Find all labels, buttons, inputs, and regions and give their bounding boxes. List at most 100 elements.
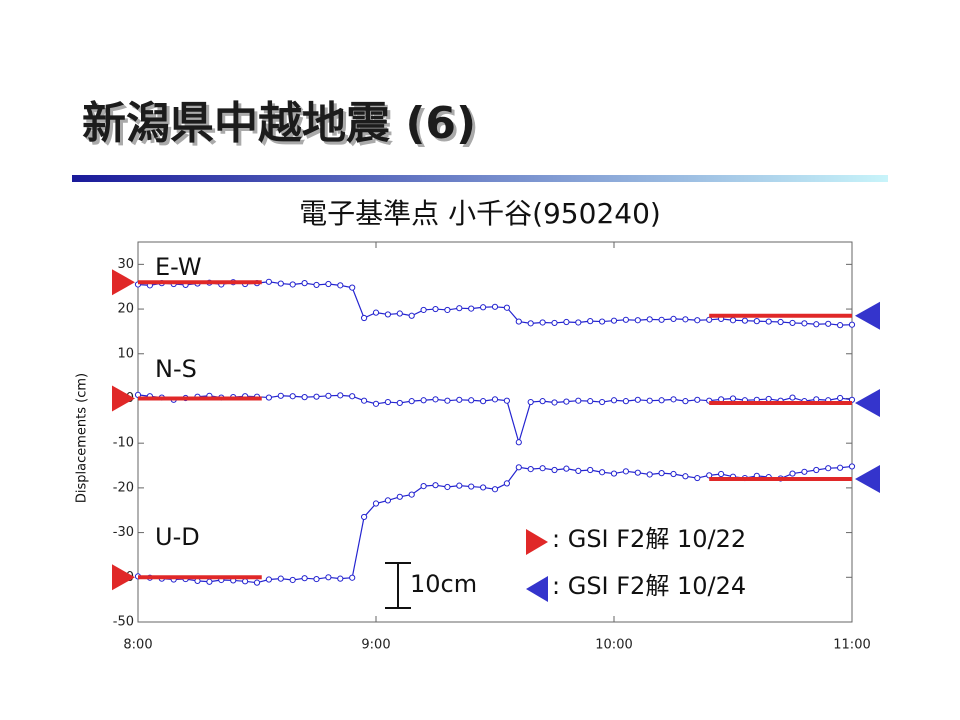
legend-label: : GSI F2解 10/22 bbox=[552, 525, 746, 553]
data-point bbox=[515, 318, 522, 325]
data-point bbox=[801, 468, 808, 475]
data-point bbox=[396, 310, 403, 317]
x-tick-label: 10:00 bbox=[595, 638, 632, 653]
data-point bbox=[337, 575, 344, 582]
data-point bbox=[337, 392, 344, 399]
data-point bbox=[491, 303, 499, 310]
data-point bbox=[706, 316, 713, 323]
y-tick-label: -30 bbox=[113, 525, 134, 540]
data-point bbox=[468, 483, 475, 490]
y-tick-label: 10 bbox=[117, 346, 134, 361]
data-point bbox=[503, 304, 510, 311]
slide-title-shadow: 新潟県中越地震 (6) bbox=[85, 101, 479, 152]
data-point bbox=[503, 397, 510, 404]
data-point bbox=[384, 311, 391, 318]
legend-marker bbox=[526, 576, 548, 602]
data-point bbox=[289, 576, 296, 584]
data-point bbox=[361, 397, 368, 404]
data-point bbox=[610, 397, 618, 404]
data-point bbox=[289, 281, 296, 288]
data-point bbox=[682, 473, 689, 480]
scale-label: 10cm bbox=[410, 570, 477, 598]
data-point bbox=[468, 305, 475, 312]
x-tick-label: 11:00 bbox=[833, 638, 870, 653]
data-point bbox=[265, 576, 272, 583]
data-point bbox=[587, 466, 594, 474]
data-point bbox=[551, 319, 558, 327]
data-point bbox=[349, 284, 356, 291]
data-point bbox=[313, 393, 320, 400]
x-tick-label: 9:00 bbox=[361, 638, 390, 653]
data-point bbox=[634, 317, 641, 324]
data-point bbox=[825, 465, 832, 472]
data-point bbox=[456, 482, 463, 489]
data-point bbox=[599, 398, 606, 406]
data-point bbox=[289, 393, 296, 400]
data-point bbox=[277, 392, 284, 399]
y-tick-label: 30 bbox=[117, 257, 134, 272]
data-point bbox=[372, 400, 380, 407]
data-point bbox=[301, 575, 308, 582]
reference-marker bbox=[855, 464, 880, 493]
reference-marker bbox=[112, 385, 135, 412]
data-point bbox=[361, 513, 368, 521]
data-point bbox=[670, 315, 677, 322]
data-point bbox=[563, 398, 570, 405]
chart-title: 電子基準点 小千谷(950240) bbox=[299, 197, 661, 230]
data-point bbox=[563, 318, 570, 326]
data-point bbox=[456, 396, 463, 403]
data-point bbox=[432, 482, 439, 489]
data-point bbox=[622, 468, 630, 475]
data-point bbox=[575, 397, 582, 404]
data-point bbox=[646, 397, 653, 404]
data-point bbox=[682, 398, 689, 405]
data-point bbox=[491, 396, 499, 403]
slide-title: 新潟県中越地震 (6) bbox=[82, 98, 476, 149]
data-point bbox=[801, 320, 808, 327]
data-point bbox=[622, 398, 630, 405]
data-point bbox=[789, 319, 796, 327]
data-point bbox=[325, 574, 332, 581]
data-point bbox=[539, 398, 546, 405]
data-point bbox=[658, 316, 665, 323]
data-point bbox=[610, 470, 618, 477]
data-point bbox=[551, 399, 558, 406]
data-point bbox=[444, 306, 451, 314]
data-point bbox=[634, 469, 641, 476]
data-point bbox=[729, 395, 737, 402]
data-point bbox=[408, 398, 415, 405]
data-point bbox=[646, 316, 653, 323]
data-point bbox=[384, 398, 391, 406]
data-point bbox=[420, 482, 427, 490]
series-label: U-D bbox=[155, 523, 200, 551]
data-point bbox=[682, 316, 689, 323]
reference-marker bbox=[112, 564, 135, 591]
data-point bbox=[253, 579, 261, 586]
data-point bbox=[444, 483, 451, 491]
data-point bbox=[396, 399, 403, 407]
data-point bbox=[789, 394, 796, 401]
scale-bar bbox=[385, 562, 411, 609]
data-point bbox=[670, 396, 677, 403]
data-point bbox=[789, 470, 796, 477]
data-point bbox=[694, 396, 701, 403]
data-point bbox=[646, 471, 653, 478]
legend-marker bbox=[526, 529, 548, 555]
reference-marker bbox=[855, 388, 880, 417]
data-point bbox=[848, 321, 856, 328]
data-point bbox=[420, 306, 427, 314]
reference-marker bbox=[112, 269, 135, 296]
data-point bbox=[206, 578, 213, 585]
data-point bbox=[622, 316, 630, 323]
y-axis-label: Displacements (cm) bbox=[75, 373, 90, 503]
data-point bbox=[491, 486, 499, 493]
data-point bbox=[480, 398, 487, 405]
data-point bbox=[658, 470, 665, 477]
data-point bbox=[694, 317, 701, 324]
data-point bbox=[741, 317, 749, 324]
data-point bbox=[539, 319, 546, 326]
data-point bbox=[325, 280, 332, 288]
data-point bbox=[753, 318, 760, 325]
